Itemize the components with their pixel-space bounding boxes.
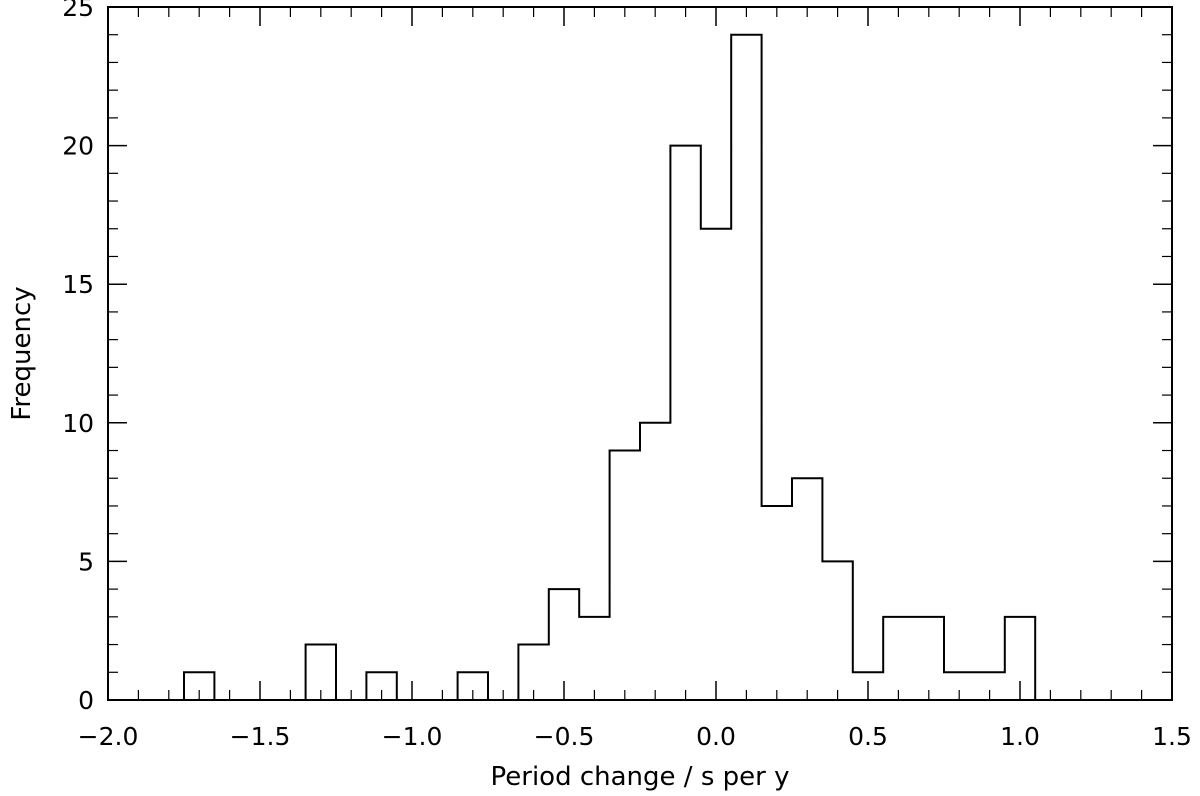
y-tick-labels: 0 5 10 15 20 25 — [62, 0, 94, 715]
histogram-bin — [670, 146, 700, 700]
x-tick-label: −0.5 — [534, 722, 595, 751]
minor-ticks — [108, 7, 1172, 700]
histogram-bin — [731, 35, 761, 700]
histogram-bin — [518, 645, 548, 700]
x-tick-labels: −2.0 −1.5 −1.0 −0.5 0.0 0.5 1.0 1.5 — [78, 722, 1192, 751]
x-tick-label: 0.0 — [696, 722, 736, 751]
histogram — [123, 33, 1157, 701]
plot-frame — [107, 6, 1173, 701]
x-tick-label: 1.5 — [1152, 722, 1192, 751]
histogram-bin — [853, 672, 883, 700]
x-tick-label: −1.5 — [230, 722, 291, 751]
histogram-bin — [610, 451, 640, 700]
y-tick-label: 10 — [62, 409, 94, 438]
x-tick-label: 0.5 — [848, 722, 888, 751]
histogram-bin — [366, 672, 396, 700]
histogram-outline — [123, 33, 1157, 701]
y-tick-label: 0 — [78, 686, 94, 715]
x-tick-label: 1.0 — [1000, 722, 1040, 751]
histogram-bin — [701, 229, 731, 700]
plot-border — [107, 6, 1173, 701]
histogram-bin — [974, 672, 1004, 700]
histogram-bin — [549, 589, 579, 700]
y-axis-label: Frequency — [7, 286, 37, 420]
histogram-bin — [944, 672, 974, 700]
histogram-bin — [640, 423, 670, 700]
histogram-bin — [1005, 617, 1035, 700]
histogram-bin — [883, 617, 913, 700]
histogram-bin — [914, 617, 944, 700]
histogram-bin — [579, 617, 609, 700]
y-tick-label: 25 — [62, 0, 94, 22]
major-ticks — [107, 6, 1173, 701]
y-tick-label: 15 — [62, 270, 94, 299]
histogram-bin — [306, 645, 336, 700]
x-axis-label: Period change / s per y — [491, 762, 790, 792]
x-tick-label: −2.0 — [78, 722, 139, 751]
x-tick-label: −1.0 — [382, 722, 443, 751]
histogram-bin — [184, 672, 214, 700]
y-tick-label: 20 — [62, 132, 94, 161]
histogram-bin — [762, 506, 792, 700]
histogram-bin — [458, 672, 488, 700]
y-tick-label: 5 — [78, 547, 94, 576]
histogram-bin — [792, 478, 822, 700]
histogram-bin — [822, 561, 852, 700]
